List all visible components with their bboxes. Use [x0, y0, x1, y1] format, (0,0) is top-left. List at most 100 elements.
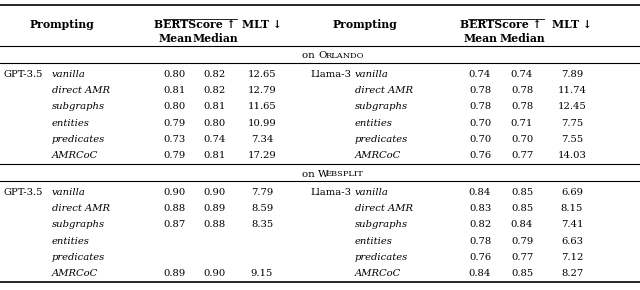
Text: subgraphs: subgraphs — [52, 102, 105, 111]
Text: 0.83: 0.83 — [469, 204, 491, 213]
Text: 0.90: 0.90 — [204, 269, 226, 278]
Text: 0.82: 0.82 — [204, 86, 226, 95]
Text: 0.82: 0.82 — [204, 70, 226, 79]
Text: W: W — [318, 170, 328, 179]
Text: AMRCoC: AMRCoC — [52, 269, 99, 278]
Text: 7.34: 7.34 — [251, 135, 273, 144]
Text: RLANDO: RLANDO — [326, 52, 365, 60]
Text: 0.70: 0.70 — [469, 135, 491, 144]
Text: Median: Median — [499, 33, 545, 44]
Text: 0.77: 0.77 — [511, 253, 533, 262]
Text: 0.74: 0.74 — [469, 70, 491, 79]
Text: 8.59: 8.59 — [251, 204, 273, 213]
Text: 0.90: 0.90 — [204, 188, 226, 197]
Text: Mean: Mean — [158, 33, 192, 44]
Text: Llama-3: Llama-3 — [310, 188, 351, 197]
Text: subgraphs: subgraphs — [52, 220, 105, 229]
Text: 0.80: 0.80 — [164, 102, 186, 111]
Text: 12.65: 12.65 — [248, 70, 276, 79]
Text: 8.35: 8.35 — [251, 220, 273, 229]
Text: entities: entities — [52, 237, 90, 246]
Text: BERTScore ↑: BERTScore ↑ — [154, 19, 236, 30]
Text: 0.74: 0.74 — [511, 70, 533, 79]
Text: 0.76: 0.76 — [469, 151, 491, 160]
Text: 0.78: 0.78 — [469, 86, 491, 95]
Text: 0.85: 0.85 — [511, 269, 533, 278]
Text: Mean: Mean — [463, 33, 497, 44]
Text: predicates: predicates — [355, 135, 408, 144]
Text: 0.84: 0.84 — [469, 188, 491, 197]
Text: MLT ↓: MLT ↓ — [552, 19, 592, 30]
Text: 0.79: 0.79 — [511, 237, 533, 246]
Text: subgraphs: subgraphs — [355, 102, 408, 111]
Text: Prompting: Prompting — [333, 19, 397, 30]
Text: on: on — [302, 51, 318, 60]
Text: 12.79: 12.79 — [248, 86, 276, 95]
Text: vanilla: vanilla — [52, 188, 86, 197]
Text: entities: entities — [355, 119, 393, 128]
Text: 0.78: 0.78 — [511, 86, 533, 95]
Text: 9.15: 9.15 — [251, 269, 273, 278]
Text: 0.77: 0.77 — [511, 151, 533, 160]
Text: 6.69: 6.69 — [561, 188, 583, 197]
Text: predicates: predicates — [355, 253, 408, 262]
Text: 0.80: 0.80 — [204, 119, 226, 128]
Text: 0.78: 0.78 — [511, 102, 533, 111]
Text: 7.12: 7.12 — [561, 253, 583, 262]
Text: 0.81: 0.81 — [164, 86, 186, 95]
Text: vanilla: vanilla — [355, 70, 389, 79]
Text: AMRCoC: AMRCoC — [52, 151, 99, 160]
Text: 0.87: 0.87 — [164, 220, 186, 229]
Text: 0.90: 0.90 — [164, 188, 186, 197]
Text: subgraphs: subgraphs — [355, 220, 408, 229]
Text: 0.74: 0.74 — [204, 135, 226, 144]
Text: 0.88: 0.88 — [204, 220, 226, 229]
Text: 0.84: 0.84 — [469, 269, 491, 278]
Text: predicates: predicates — [52, 135, 105, 144]
Text: direct AMR: direct AMR — [355, 86, 413, 95]
Text: 0.89: 0.89 — [164, 269, 186, 278]
Text: 0.78: 0.78 — [469, 237, 491, 246]
Text: EBSPLIT: EBSPLIT — [326, 170, 364, 178]
Text: Median: Median — [192, 33, 238, 44]
Text: 12.45: 12.45 — [557, 102, 586, 111]
Text: 0.85: 0.85 — [511, 204, 533, 213]
Text: on: on — [302, 170, 318, 179]
Text: 8.27: 8.27 — [561, 269, 583, 278]
Text: direct AMR: direct AMR — [52, 204, 110, 213]
Text: 10.99: 10.99 — [248, 119, 276, 128]
Text: 0.81: 0.81 — [204, 151, 226, 160]
Text: 0.81: 0.81 — [204, 102, 226, 111]
Text: 7.55: 7.55 — [561, 135, 583, 144]
Text: 17.29: 17.29 — [248, 151, 276, 160]
Text: 6.63: 6.63 — [561, 237, 583, 246]
Text: 0.79: 0.79 — [164, 151, 186, 160]
Text: 0.82: 0.82 — [469, 220, 491, 229]
Text: AMRCoC: AMRCoC — [355, 151, 401, 160]
Text: MLT ↓: MLT ↓ — [242, 19, 282, 30]
Text: 0.89: 0.89 — [204, 204, 226, 213]
Text: 11.65: 11.65 — [248, 102, 276, 111]
Text: 0.85: 0.85 — [511, 188, 533, 197]
Text: 7.79: 7.79 — [251, 188, 273, 197]
Text: 7.89: 7.89 — [561, 70, 583, 79]
Text: 0.71: 0.71 — [511, 119, 533, 128]
Text: direct AMR: direct AMR — [355, 204, 413, 213]
Text: predicates: predicates — [52, 253, 105, 262]
Text: 8.15: 8.15 — [561, 204, 583, 213]
Text: 0.73: 0.73 — [164, 135, 186, 144]
Text: BERTScore ↑: BERTScore ↑ — [460, 19, 542, 30]
Text: 0.78: 0.78 — [469, 102, 491, 111]
Text: GPT-3.5: GPT-3.5 — [3, 188, 42, 197]
Text: Prompting: Prompting — [29, 19, 94, 30]
Text: entities: entities — [355, 237, 393, 246]
Text: 0.88: 0.88 — [164, 204, 186, 213]
Text: 0.84: 0.84 — [511, 220, 533, 229]
Text: O: O — [318, 51, 326, 60]
Text: vanilla: vanilla — [52, 70, 86, 79]
Text: 0.76: 0.76 — [469, 253, 491, 262]
Text: 0.70: 0.70 — [469, 119, 491, 128]
Text: vanilla: vanilla — [355, 188, 389, 197]
Text: 14.03: 14.03 — [557, 151, 586, 160]
Text: 7.41: 7.41 — [561, 220, 583, 229]
